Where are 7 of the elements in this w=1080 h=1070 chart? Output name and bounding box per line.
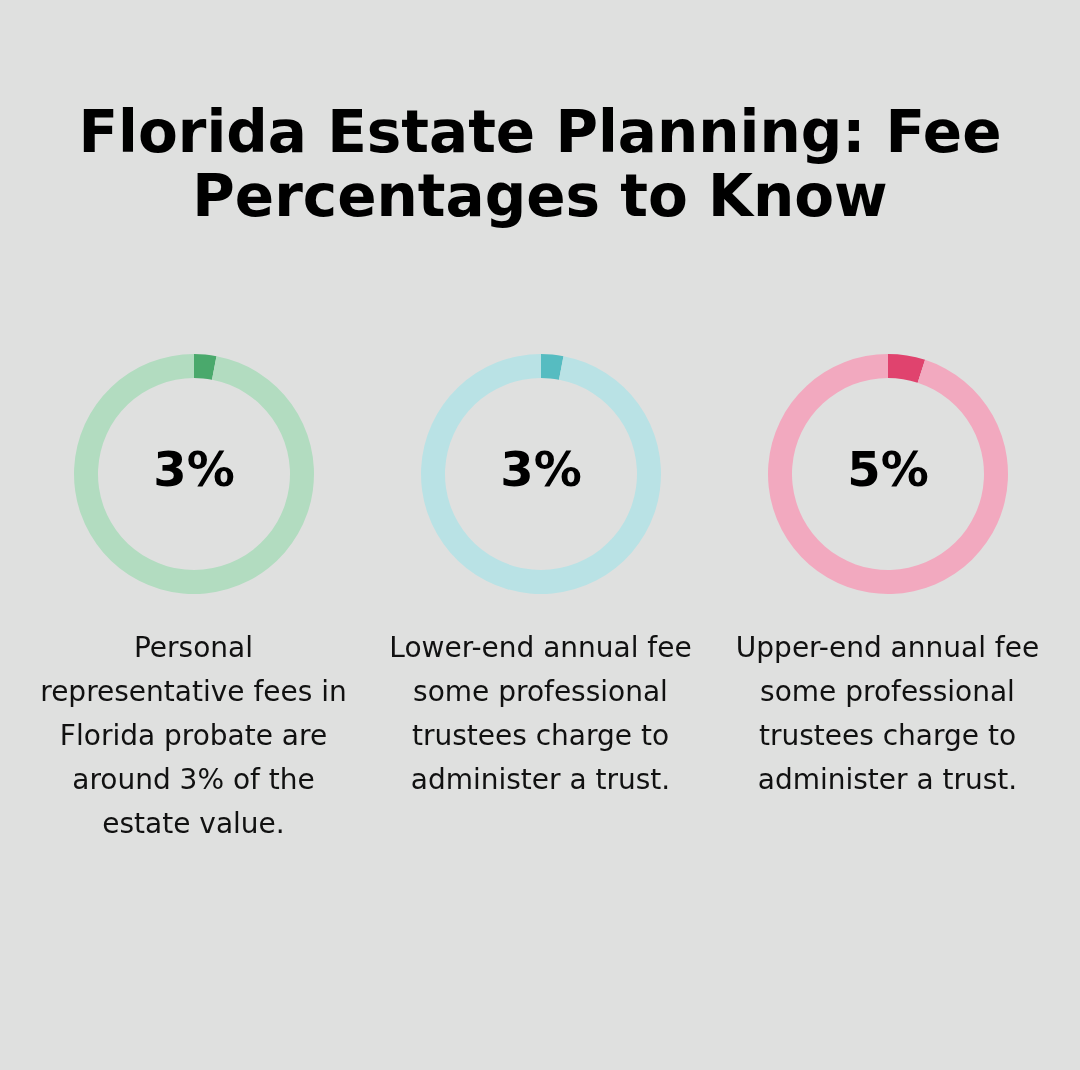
text: Personal representative fees in Florida probate are around 3% of the estate value. bbox=[39, 630, 348, 842]
text: Florida Estate Planning: Fee Percentages to Know bbox=[77, 98, 1003, 230]
data-label: 5% bbox=[846, 441, 929, 498]
data-label: 3% bbox=[152, 441, 235, 498]
data-label: 3% bbox=[499, 441, 582, 498]
text: Lower-end annual fee some professional trustees charge to administer a trust. bbox=[388, 630, 693, 798]
text: Upper-end annual fee some professional trustees charge to administer a trust. bbox=[734, 630, 1041, 798]
